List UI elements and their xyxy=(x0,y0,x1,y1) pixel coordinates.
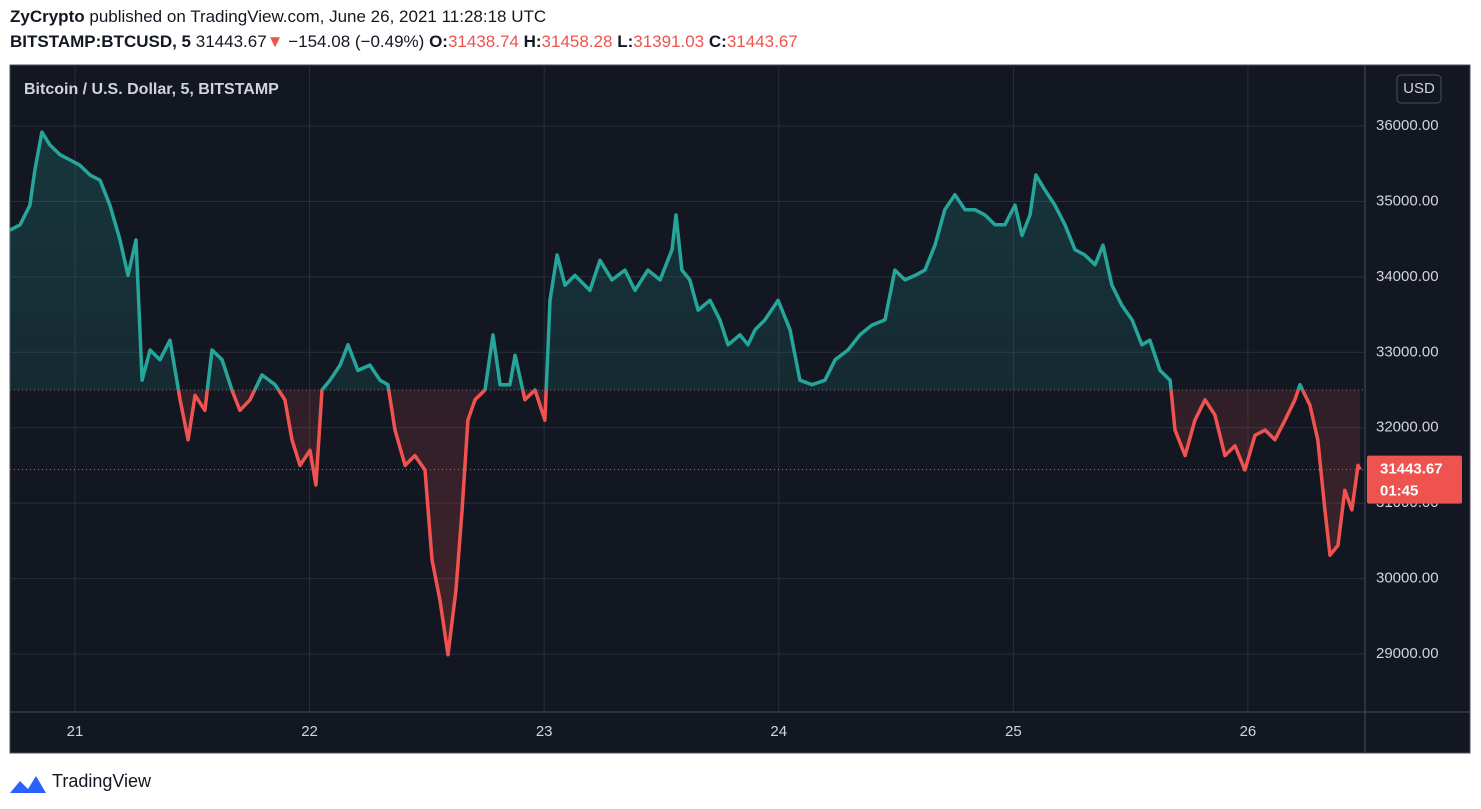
arrow: ▼ xyxy=(267,32,284,51)
logo-icon xyxy=(10,776,46,793)
ohlc-value: 31443.67 xyxy=(727,32,798,51)
ohlc-value: 31391.03 xyxy=(633,32,704,51)
quote-line: BITSTAMP:BTCUSD, 5 31443.67▼ −154.08 (−0… xyxy=(10,32,798,51)
below-baseline xyxy=(10,390,1362,657)
currency-button[interactable] xyxy=(1396,74,1442,104)
y-tick-label: 35000.00 xyxy=(1376,192,1439,209)
footer-brand: TradingView xyxy=(52,771,152,791)
y-tick-label: 32000.00 xyxy=(1376,419,1439,436)
x-tick-label: 26 xyxy=(1240,723,1257,740)
area-below xyxy=(10,390,1361,655)
ohlc-label: C: xyxy=(709,32,727,51)
y-tick-label: 29000.00 xyxy=(1376,645,1439,662)
x-tick-label: 24 xyxy=(770,723,787,740)
ohlc-label: L: xyxy=(617,32,633,51)
area-above xyxy=(10,132,1303,391)
x-tick-label: 21 xyxy=(67,723,84,740)
ohlc-label: O: xyxy=(429,32,448,51)
plot xyxy=(10,130,1365,657)
last: 31443.67 xyxy=(196,32,267,51)
countdown: 01:45 xyxy=(1380,483,1418,500)
x-tick-label: 25 xyxy=(1005,723,1022,740)
x-tick-label: 23 xyxy=(536,723,553,740)
axes: 29000.0030000.0031000.0032000.0033000.00… xyxy=(67,117,1462,740)
y-tick-label: 36000.00 xyxy=(1376,117,1439,134)
last-price-box xyxy=(1367,455,1462,504)
last-price-label: 31443.67 xyxy=(1380,461,1443,478)
symbol: BITSTAMP:BTCUSD, 5 xyxy=(10,32,191,51)
y-tick-label: 30000.00 xyxy=(1376,570,1439,587)
y-tick-label: 34000.00 xyxy=(1376,268,1439,285)
chart-title: Bitcoin / U.S. Dollar, 5, BITSTAMP xyxy=(24,81,279,98)
ohlc-label: H: xyxy=(524,32,542,51)
published: published on TradingView.com, June 26, 2… xyxy=(89,7,546,26)
ohlc-value: 31458.28 xyxy=(542,32,613,51)
price-line-above xyxy=(10,130,1305,391)
y-tick-label: 33000.00 xyxy=(1376,343,1439,360)
footer-logo xyxy=(10,776,46,793)
above-baseline xyxy=(10,130,1305,391)
author: ZyCrypto xyxy=(10,7,85,26)
ohlc-value: 31438.74 xyxy=(448,32,519,51)
change: −154.08 (−0.49%) xyxy=(288,32,424,51)
currency-label[interactable]: USD xyxy=(1403,80,1435,97)
publish-line: ZyCrypto published on TradingView.com, J… xyxy=(10,7,546,26)
x-tick-label: 22 xyxy=(301,723,318,740)
